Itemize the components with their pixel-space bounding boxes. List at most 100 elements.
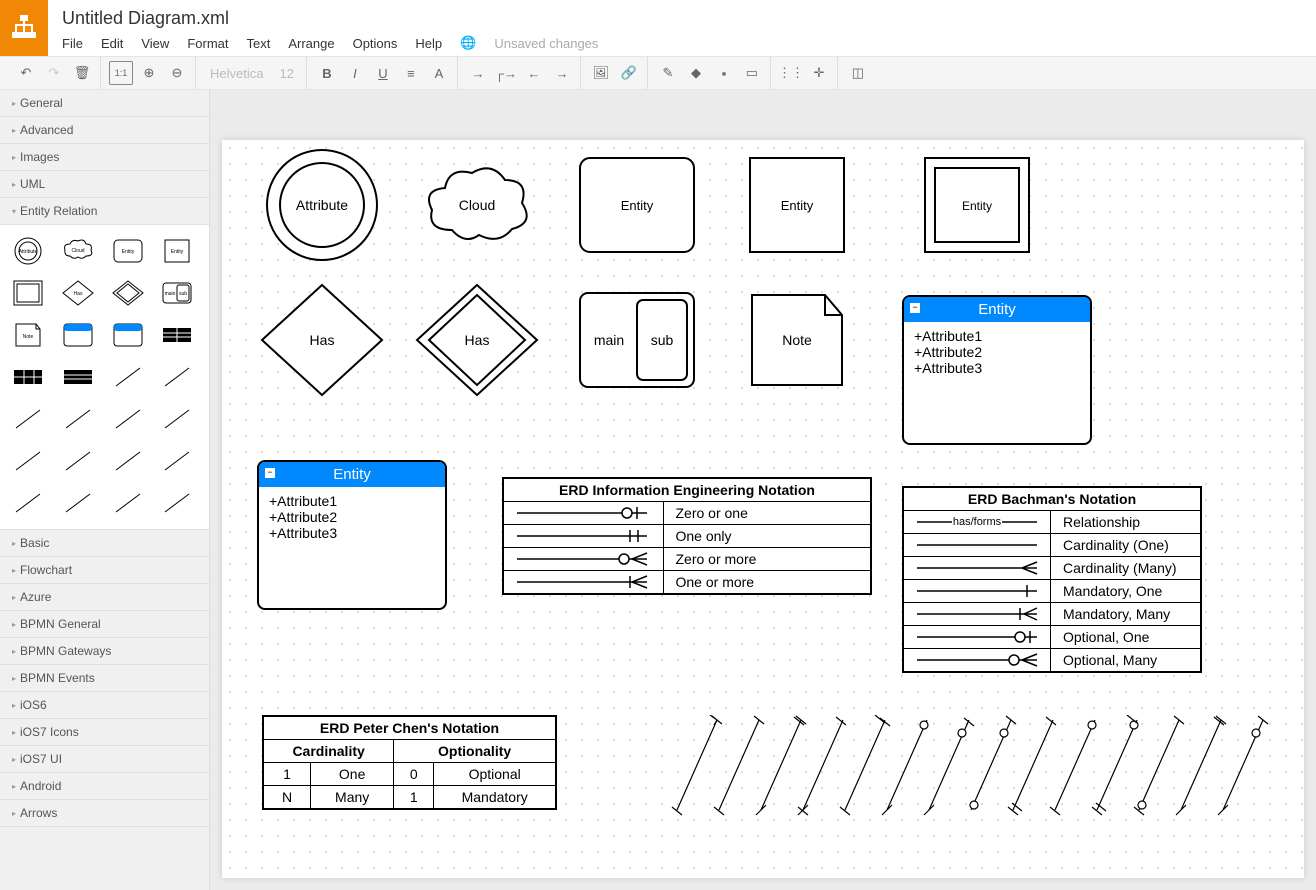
canvas[interactable]: Attribute Cloud Entity Entity Entity Has… xyxy=(222,140,1304,878)
sidebar-bpmn-events[interactable]: BPMN Events xyxy=(0,665,209,692)
align-icon[interactable]: ≡ xyxy=(399,61,423,85)
fill-icon[interactable]: ◆ xyxy=(684,61,708,85)
shape-attribute[interactable]: Attribute xyxy=(262,145,382,268)
font-size[interactable]: 12 xyxy=(273,66,299,81)
sidebar-azure[interactable]: Azure xyxy=(0,584,209,611)
palette-line-10[interactable] xyxy=(157,443,197,479)
font-select[interactable]: Helvetica xyxy=(204,66,269,81)
undo-icon[interactable]: ↶ xyxy=(14,61,38,85)
link-icon[interactable]: 🔗 xyxy=(617,61,641,85)
conn-waypoint-icon[interactable]: ┌→ xyxy=(494,61,518,85)
palette-entity-blue-1[interactable] xyxy=(58,317,98,353)
chen-notation-table[interactable]: ERD Peter Chen's Notation CardinalityOpt… xyxy=(262,715,557,810)
shape-has-diamond[interactable]: Has xyxy=(257,280,387,403)
sidebar-general[interactable]: General xyxy=(0,90,209,117)
shape-note[interactable]: Note xyxy=(747,290,847,393)
sidebar-entity-relation[interactable]: Entity Relation xyxy=(0,198,209,225)
arrow-right-icon[interactable]: → xyxy=(550,61,574,85)
actual-size-icon[interactable]: 1:1 xyxy=(109,61,133,85)
layout-icon[interactable]: ◫ xyxy=(846,61,870,85)
palette-line-12[interactable] xyxy=(58,485,98,521)
palette-line-1[interactable] xyxy=(108,359,148,395)
palette-has-double-diamond[interactable] xyxy=(108,275,148,311)
sidebar-bpmn-gateways[interactable]: BPMN Gateways xyxy=(0,638,209,665)
sidebar-advanced[interactable]: Advanced xyxy=(0,117,209,144)
guides-icon[interactable]: ✛ xyxy=(807,61,831,85)
bold-icon[interactable]: B xyxy=(315,61,339,85)
palette-line-3[interactable] xyxy=(8,401,48,437)
app-logo[interactable] xyxy=(0,0,48,56)
palette-line-7[interactable] xyxy=(8,443,48,479)
palette-entity-rounded[interactable]: Entity xyxy=(108,233,148,269)
palette-line-11[interactable] xyxy=(8,485,48,521)
trash-icon[interactable]: 🗑 xyxy=(70,61,94,85)
connector-lines-group[interactable] xyxy=(632,715,1282,828)
sidebar-ios6[interactable]: iOS6 xyxy=(0,692,209,719)
svg-text:main: main xyxy=(594,332,624,348)
arrow-left-icon[interactable]: ← xyxy=(522,61,546,85)
document-title[interactable]: Untitled Diagram.xml xyxy=(62,8,598,29)
italic-icon[interactable]: I xyxy=(343,61,367,85)
palette-entity-square[interactable]: Entity xyxy=(157,233,197,269)
sidebar-ios7-ui[interactable]: iOS7 UI xyxy=(0,746,209,773)
palette-table-black-2[interactable] xyxy=(8,359,48,395)
rect-icon[interactable]: ▭ xyxy=(740,61,764,85)
shape-entity-double[interactable]: Entity xyxy=(922,155,1032,258)
bachman-notation-table[interactable]: ERD Bachman's Notation has/formsRelation… xyxy=(902,486,1202,673)
palette-note[interactable]: Note xyxy=(8,317,48,353)
sidebar-arrows[interactable]: Arrows xyxy=(0,800,209,827)
palette-attribute[interactable]: Attribute xyxy=(8,233,48,269)
menu-format[interactable]: Format xyxy=(187,36,228,51)
shape-main-sub[interactable]: mainsub xyxy=(577,290,697,393)
palette-has-diamond[interactable]: Has xyxy=(58,275,98,311)
sidebar-images[interactable]: Images xyxy=(0,144,209,171)
sidebar-ios7-icons[interactable]: iOS7 Icons xyxy=(0,719,209,746)
menu-text[interactable]: Text xyxy=(246,36,270,51)
zoom-in-icon[interactable]: ⊕ xyxy=(137,61,161,85)
palette-line-2[interactable] xyxy=(157,359,197,395)
shape-entity-box-1[interactable]: −Entity +Attribute1 +Attribute2 +Attribu… xyxy=(902,295,1092,445)
shape-entity-box-2[interactable]: −Entity +Attribute1 +Attribute2 +Attribu… xyxy=(257,460,447,610)
palette-line-8[interactable] xyxy=(58,443,98,479)
image-icon[interactable]: 🖼 xyxy=(589,61,613,85)
menu-file[interactable]: File xyxy=(62,36,83,51)
shadow-icon[interactable]: ▪ xyxy=(712,61,736,85)
sidebar-bpmn-general[interactable]: BPMN General xyxy=(0,611,209,638)
shape-entity-rounded[interactable]: Entity xyxy=(577,155,697,258)
entity-attr: +Attribute2 xyxy=(914,344,1080,360)
palette-entity-double[interactable] xyxy=(8,275,48,311)
sidebar-flowchart[interactable]: Flowchart xyxy=(0,557,209,584)
palette-main-sub[interactable]: mainsub xyxy=(157,275,197,311)
sidebar-android[interactable]: Android xyxy=(0,773,209,800)
font-color-icon[interactable]: A xyxy=(427,61,451,85)
grid-dots-icon[interactable]: ⋮⋮ xyxy=(779,61,803,85)
palette-entity-blue-2[interactable] xyxy=(108,317,148,353)
shape-has-double-diamond[interactable]: Has xyxy=(412,280,542,403)
shape-cloud[interactable]: Cloud xyxy=(417,155,537,258)
zoom-out-icon[interactable]: ⊖ xyxy=(165,61,189,85)
menu-view[interactable]: View xyxy=(141,36,169,51)
redo-icon[interactable]: ↷ xyxy=(42,61,66,85)
palette-table-black-3[interactable] xyxy=(58,359,98,395)
palette-line-14[interactable] xyxy=(157,485,197,521)
menu-help[interactable]: Help xyxy=(415,36,442,51)
ie-notation-table[interactable]: ERD Information Engineering Notation Zer… xyxy=(502,477,872,595)
sidebar-uml[interactable]: UML xyxy=(0,171,209,198)
palette-table-black[interactable] xyxy=(157,317,197,353)
sidebar-basic[interactable]: Basic xyxy=(0,530,209,557)
menu-options[interactable]: Options xyxy=(353,36,398,51)
conn-straight-icon[interactable]: → xyxy=(466,61,490,85)
menu-arrange[interactable]: Arrange xyxy=(288,36,334,51)
underline-icon[interactable]: U xyxy=(371,61,395,85)
menu-edit[interactable]: Edit xyxy=(101,36,123,51)
pencil-icon[interactable]: ✎ xyxy=(656,61,680,85)
palette-line-5[interactable] xyxy=(108,401,148,437)
shape-entity-square[interactable]: Entity xyxy=(747,155,847,258)
palette-line-6[interactable] xyxy=(157,401,197,437)
canvas-area[interactable]: Attribute Cloud Entity Entity Entity Has… xyxy=(210,90,1316,890)
palette-line-9[interactable] xyxy=(108,443,148,479)
palette-line-13[interactable] xyxy=(108,485,148,521)
palette-line-4[interactable] xyxy=(58,401,98,437)
globe-icon[interactable]: 🌐 xyxy=(460,35,476,51)
palette-cloud[interactable]: Cloud xyxy=(58,233,98,269)
